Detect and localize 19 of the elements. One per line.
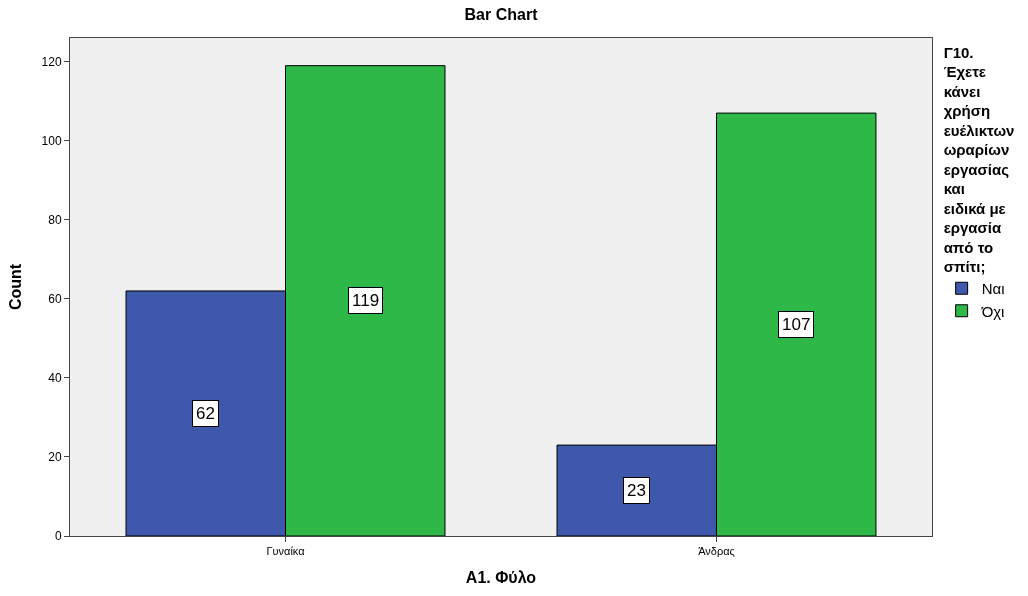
x-axis-title: A1. Φύλο [465, 568, 537, 586]
y-tick-label: 60 [48, 292, 62, 307]
y-tick-label: 40 [48, 371, 62, 386]
chart-title: Bar Chart [464, 6, 539, 24]
text: Γ10. Έχετε κάνει χρήση ευέλικτων ωραρίων εργασίας και ειδικά με εργασία από το σπίτι; [943, 43, 1015, 275]
data-label: 119 [352, 291, 380, 310]
data-label: 23 [627, 481, 646, 500]
y-tick-label: 0 [54, 529, 62, 544]
y-tick-label: 20 [48, 450, 62, 465]
y-tick-label: 120 [41, 54, 62, 69]
legend-label: Όχι [980, 302, 1005, 320]
data-label: 62 [196, 404, 215, 423]
x-tick-label: Άνδρας [698, 545, 735, 558]
x-tick-label: Γυναίκα [266, 545, 306, 558]
legend-label: Ναι [981, 280, 1005, 298]
y-tick-label: 80 [48, 213, 62, 228]
y-tick-label: 100 [41, 133, 62, 148]
y-axis-title: Count [7, 263, 25, 311]
data-label: 107 [782, 315, 811, 334]
